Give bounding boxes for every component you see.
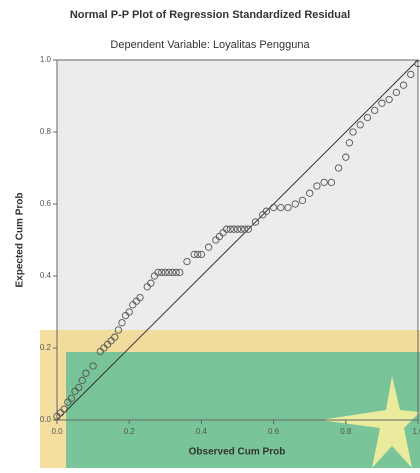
x-tick-label: 0.6 xyxy=(268,427,280,436)
chart-title: Normal P-P Plot of Regression Standardiz… xyxy=(70,9,350,21)
chart-subtitle: Dependent Variable: Loyalitas Pengguna xyxy=(110,39,310,51)
y-tick-label: 0.0 xyxy=(40,415,52,424)
x-tick-label: 0.0 xyxy=(51,427,63,436)
x-tick-label: 0.8 xyxy=(340,427,352,436)
y-tick-label: 0.4 xyxy=(40,271,52,280)
y-tick-label: 0.6 xyxy=(40,199,52,208)
y-tick-label: 0.2 xyxy=(40,343,52,352)
x-axis-label: Observed Cum Prob xyxy=(189,447,286,458)
y-tick-label: 0.8 xyxy=(40,127,52,136)
x-tick-label: 1.0 xyxy=(412,427,420,436)
x-tick-label: 0.4 xyxy=(196,427,208,436)
x-tick-label: 0.2 xyxy=(124,427,136,436)
chart: Normal P-P Plot of Regression Standardiz… xyxy=(0,0,420,468)
y-tick-label: 1.0 xyxy=(40,55,52,64)
y-axis-label: Expected Cum Prob xyxy=(15,192,26,287)
